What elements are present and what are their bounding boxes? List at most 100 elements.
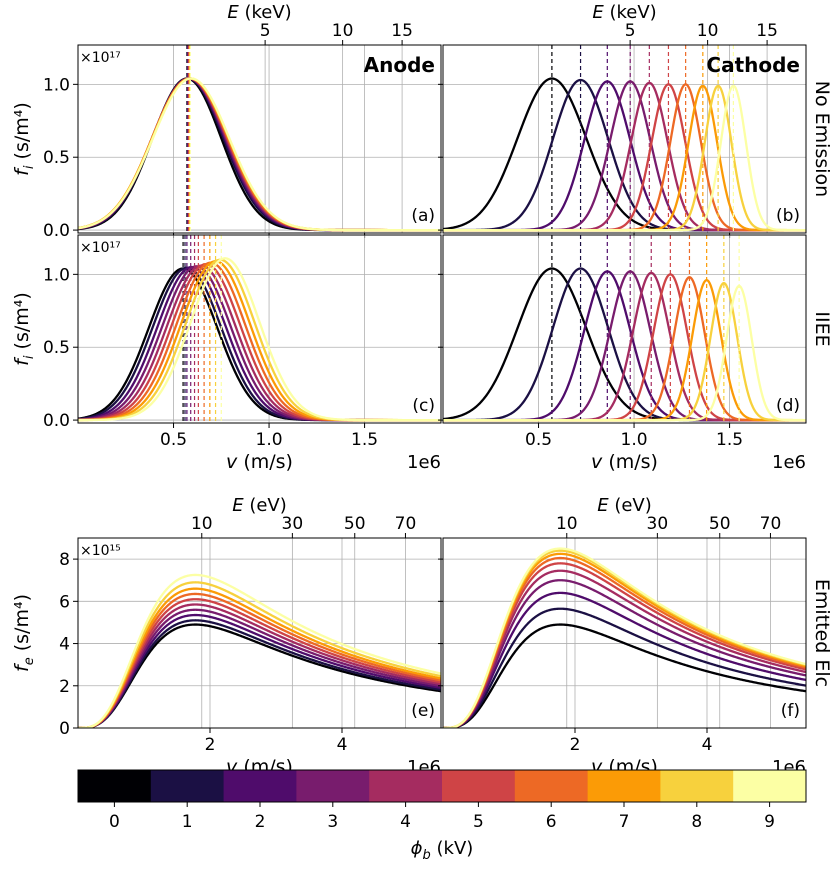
y-tick-label: 8 — [59, 550, 70, 570]
panel-label: (e) — [411, 701, 435, 721]
x-tick-label: 0.5 — [525, 430, 552, 450]
axes-frame — [442, 44, 807, 234]
axes-frame — [442, 537, 807, 729]
y-tick-label: 2 — [59, 677, 70, 697]
axes-frame — [77, 537, 442, 729]
colorbar-frame — [77, 769, 807, 803]
colorbar-tick-label: 9 — [764, 812, 775, 832]
row-label: Emitted Elc — [811, 579, 830, 687]
series-line-8 — [78, 258, 441, 422]
x-multiplier: 1e6 — [772, 452, 806, 473]
panel-d: 0.5 1.0 1.5 (d) v (m/s) 1e6 IIEE — [438, 234, 830, 473]
series-line-2 — [78, 613, 441, 728]
series-line-2 — [78, 265, 441, 422]
top-axis-label: E (keV) — [592, 2, 656, 23]
top-tick-label: 15 — [756, 21, 778, 41]
series-line-3 — [78, 77, 441, 232]
colorbar-tick-label: 4 — [400, 812, 411, 832]
y-axis-label: fe (s/m⁴) — [11, 594, 37, 672]
top-axis-label: E (keV) — [227, 2, 291, 23]
y-tick-label: 1.0 — [43, 265, 70, 285]
series-group — [443, 45, 806, 233]
series-group — [443, 547, 806, 728]
series-line-0 — [443, 77, 806, 232]
panel-a: 0.0 0.5 1.0 5 10 15 E (keV) Anode (a) ×10¹⁷ fi (s/… — [11, 2, 442, 241]
axes-frame — [77, 44, 442, 234]
series-line-7 — [78, 587, 441, 728]
x-tick-label: 1.0 — [256, 430, 283, 450]
colorbar-tick-label: 0 — [109, 812, 120, 832]
colorbar-swatch-7 — [587, 770, 661, 802]
panel-title: Anode — [364, 53, 435, 77]
row-label: No Emission — [811, 81, 830, 197]
y-tick-label: 0.5 — [43, 148, 70, 168]
colorbar-label: ϕb (kV) — [411, 838, 474, 863]
y-tick-label: 0 — [59, 719, 70, 739]
series-line-4 — [443, 271, 806, 422]
top-tick-label: 10 — [556, 514, 578, 534]
series-line-0 — [78, 623, 441, 728]
y-tick-label: 0.0 — [43, 221, 70, 241]
series-line-2 — [443, 270, 806, 422]
series-group — [78, 235, 441, 423]
y-tick-label: 6 — [59, 592, 70, 612]
top-tick-label: 5 — [260, 21, 271, 41]
series-line-5 — [78, 598, 441, 728]
colorbar-swatch-8 — [660, 770, 734, 802]
x-tick-label: 2 — [205, 735, 216, 755]
y-tick-label: 0.0 — [43, 411, 70, 431]
series-line-4 — [443, 569, 806, 728]
top-tick-label: 50 — [344, 514, 366, 534]
series-line-7 — [443, 84, 806, 232]
x-axis-label: v (m/s) — [226, 451, 293, 473]
x-tick-label: 4 — [337, 735, 348, 755]
series-line-4 — [443, 81, 806, 232]
x-tick-label: 4 — [702, 735, 713, 755]
top-tick-label: 50 — [709, 514, 731, 534]
series-line-2 — [443, 80, 806, 232]
series-line-6 — [443, 276, 806, 422]
top-tick-label: 10 — [191, 514, 213, 534]
svg-text:fi (s/m⁴): fi (s/m⁴) — [11, 292, 37, 366]
colorbar-swatch-3 — [296, 770, 370, 802]
axes-frame — [77, 234, 442, 424]
x-multiplier: 1e6 — [407, 452, 441, 473]
y-tick-label: 1.0 — [43, 75, 70, 95]
series-group — [443, 235, 806, 423]
colorbar-swatch-5 — [442, 770, 516, 802]
y-tick-label: 0.5 — [43, 338, 70, 358]
colorbar-swatch-2 — [223, 770, 297, 802]
svg-text:fi (s/m⁴): fi (s/m⁴) — [11, 102, 37, 176]
series-line-3 — [78, 608, 441, 728]
svg-text:IIEE: IIEE — [811, 311, 830, 346]
svg-text:No Emission: No Emission — [811, 81, 830, 197]
x-tick-label: 1.5 — [716, 430, 743, 450]
series-line-9 — [78, 77, 441, 232]
panel-label: (a) — [411, 206, 435, 226]
top-tick-label: 5 — [625, 21, 636, 41]
top-tick-label: 30 — [647, 514, 669, 534]
colorbar-swatch-1 — [150, 770, 225, 802]
series-line-2 — [443, 591, 806, 728]
top-axis-label: E (eV) — [597, 495, 652, 516]
series-line-9 — [443, 84, 806, 232]
y-multiplier: ×10¹⁵ — [80, 543, 121, 559]
series-line-7 — [443, 278, 806, 422]
top-tick-label: 30 — [282, 514, 304, 534]
series-line-8 — [443, 84, 806, 232]
y-multiplier: ×10¹⁷ — [80, 50, 121, 66]
x-tick-label: 1.0 — [621, 430, 648, 450]
colorbar-tick-label: 2 — [255, 812, 266, 832]
top-axis-label: E (eV) — [232, 495, 287, 516]
series-line-1 — [78, 619, 441, 728]
panel-label: (d) — [776, 396, 800, 416]
top-tick-label: 15 — [391, 21, 413, 41]
panel-b: 5 10 15 E (keV) Cathode (b) No Emission — [438, 2, 830, 238]
series-line-9 — [443, 284, 806, 422]
y-axis-label: fi (s/m⁴) — [11, 102, 37, 176]
series-line-8 — [78, 581, 441, 728]
colorbar: 0 1 2 3 4 5 6 7 8 9 ϕb (kV) — [77, 769, 807, 863]
